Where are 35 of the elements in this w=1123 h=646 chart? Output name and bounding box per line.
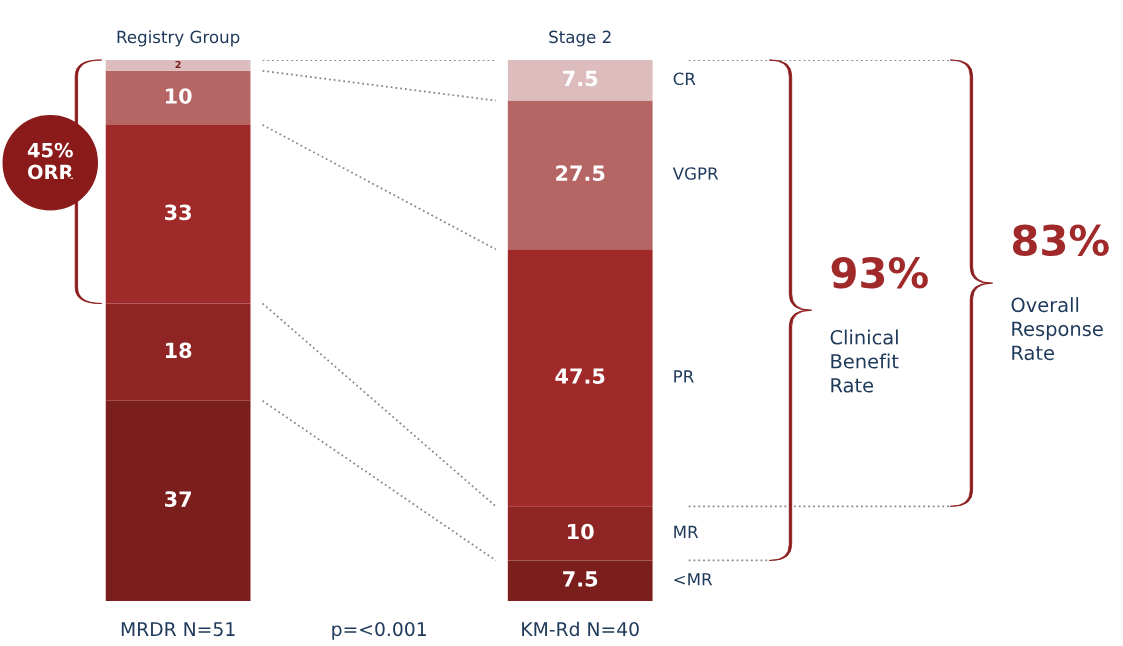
annotation: Stage 2 bbox=[549, 30, 611, 47]
x-tick-label: MRDR N=51 bbox=[121, 622, 235, 637]
bar bbox=[105, 124, 251, 304]
text: Clinical Benefit Rate bbox=[830, 329, 899, 393]
series-label: CR bbox=[673, 72, 696, 86]
bar bbox=[507, 249, 653, 507]
data-label: 10 bbox=[568, 523, 594, 540]
bar bbox=[105, 60, 251, 71]
text: 83% bbox=[1012, 224, 1109, 257]
data-label: 7.5 bbox=[563, 70, 598, 87]
text: p=<0.001 bbox=[332, 622, 426, 640]
text: Overall Response Rate bbox=[1011, 297, 1103, 361]
data-label: 2 bbox=[175, 60, 181, 69]
bar bbox=[507, 60, 653, 101]
series-label: <MR bbox=[674, 573, 713, 586]
data-label: 7.5 bbox=[563, 571, 598, 587]
data-label: 33 bbox=[165, 204, 191, 221]
data-label: 27.5 bbox=[556, 165, 605, 182]
series-label: MR bbox=[674, 525, 699, 538]
bar bbox=[105, 303, 251, 401]
bar bbox=[507, 560, 653, 601]
data-label: 18 bbox=[165, 342, 192, 359]
bar bbox=[105, 70, 251, 125]
data-label: 37 bbox=[165, 491, 191, 507]
text: 93% bbox=[831, 256, 928, 289]
series-label: VGPR bbox=[672, 167, 719, 180]
x-tick-label: KM-Rd N=40 bbox=[522, 621, 639, 637]
series-label: PR bbox=[674, 370, 694, 383]
annotation: 45% ORR bbox=[27, 142, 74, 180]
annotation: Registry Group bbox=[117, 30, 240, 47]
bar bbox=[105, 400, 251, 601]
bar bbox=[507, 506, 653, 561]
data-label: 47.5 bbox=[555, 368, 605, 384]
data-label: 10 bbox=[165, 88, 192, 104]
bar bbox=[507, 100, 653, 250]
